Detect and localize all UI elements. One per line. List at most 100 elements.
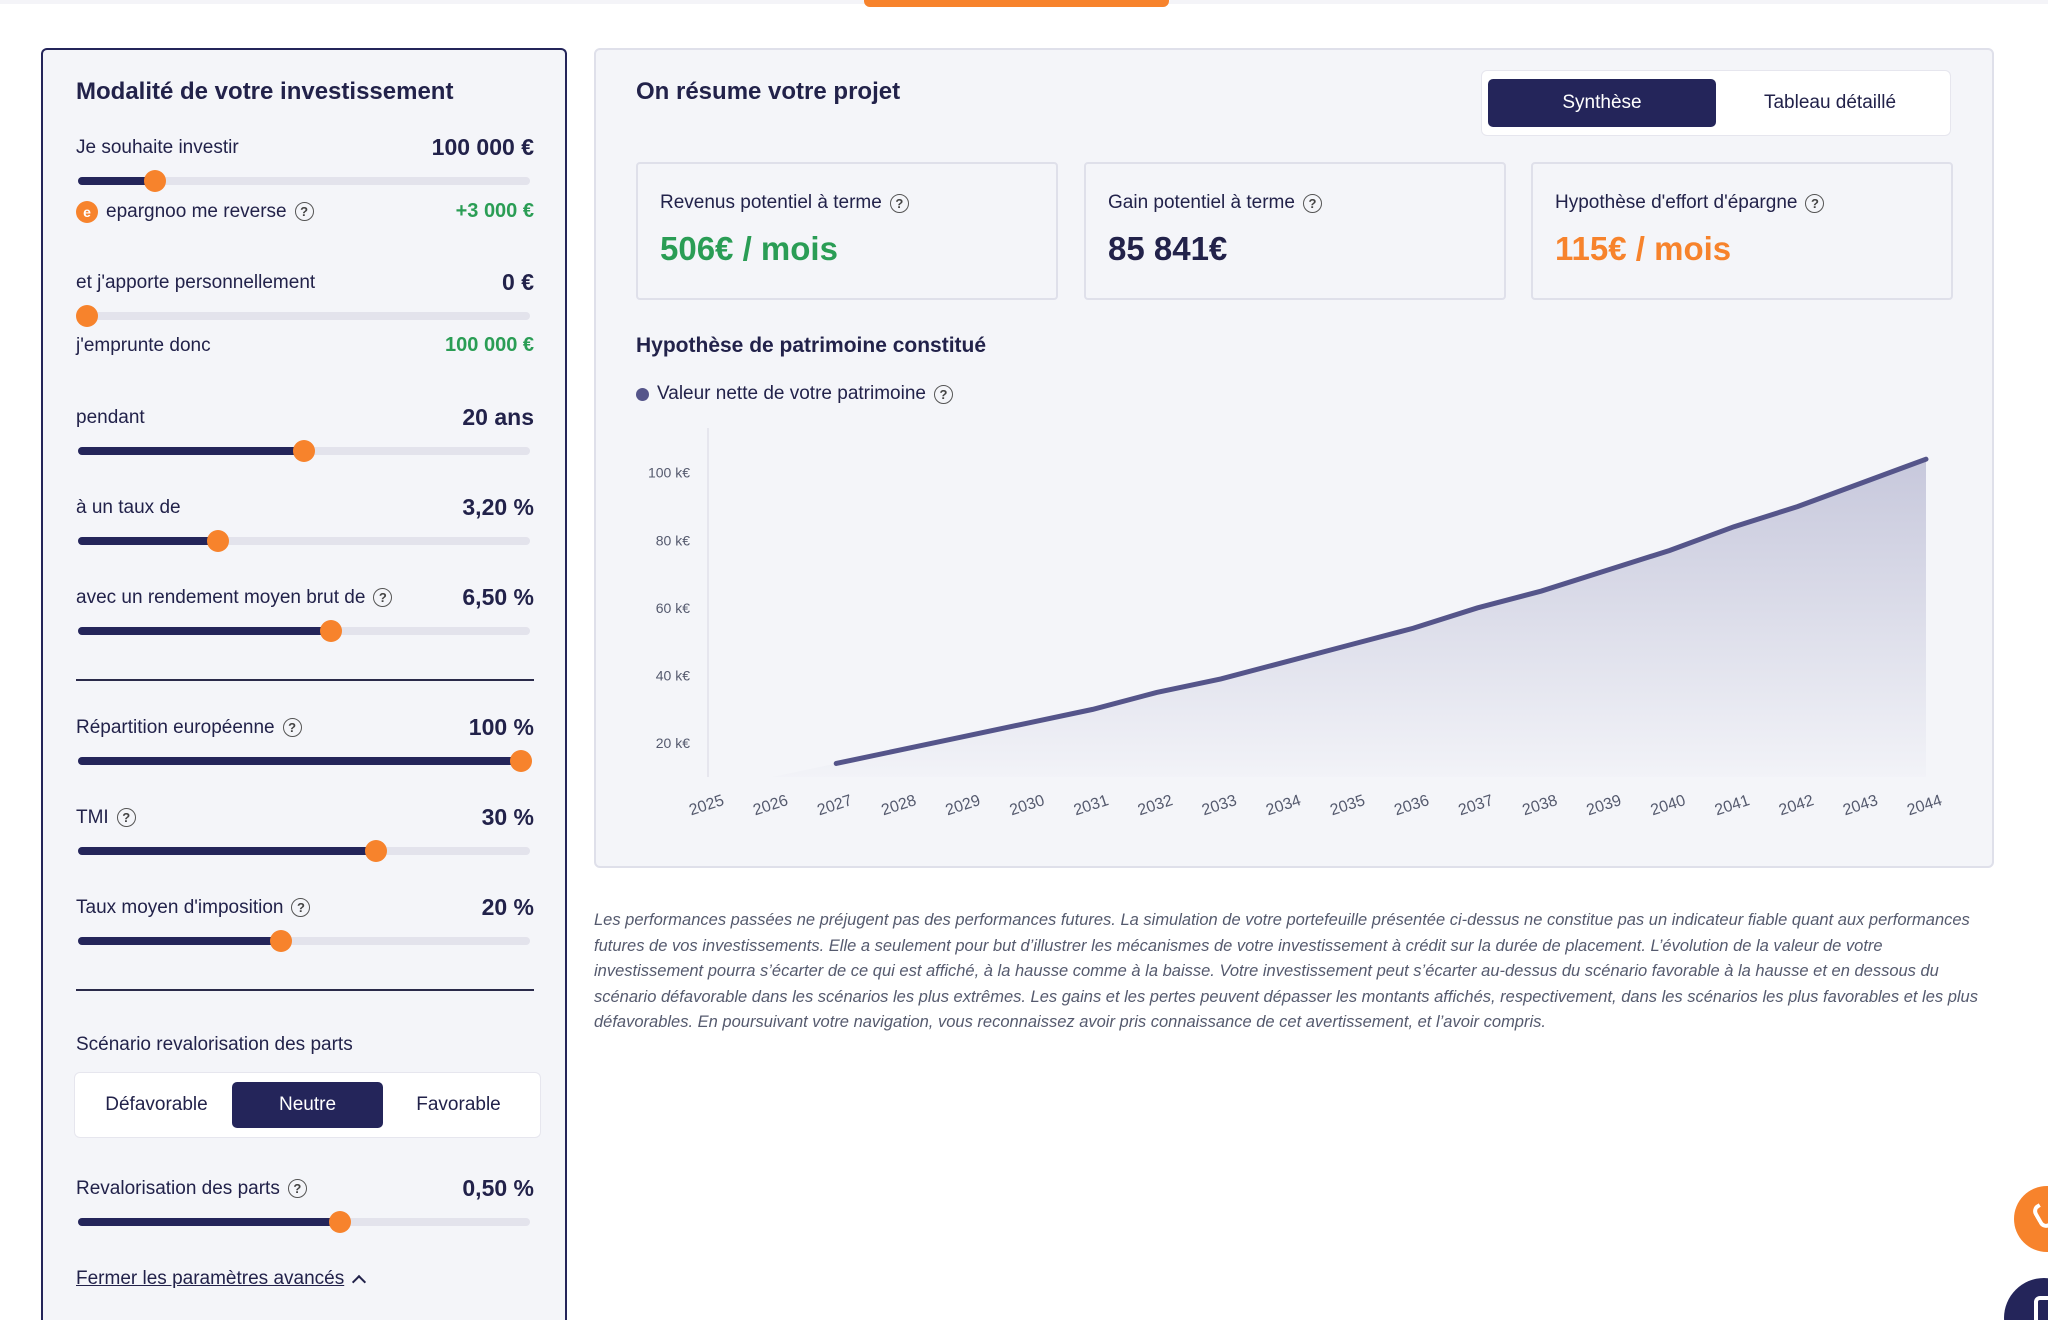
x-tick-label: 2026 — [751, 792, 790, 819]
kpi-revenus: Revenus potentiel à terme ? 506€ / mois — [636, 162, 1058, 300]
help-icon[interactable]: ? — [373, 588, 393, 607]
scenario-row: Scénario revalorisation des parts — [76, 1034, 534, 1056]
repartition-slider[interactable] — [78, 750, 532, 772]
revalo-slider[interactable] — [78, 1211, 530, 1233]
taux-label: à un taux de — [76, 496, 181, 518]
x-tick-label: 2033 — [1200, 792, 1239, 819]
x-tick-label: 2040 — [1649, 792, 1688, 819]
kpi-gain: Gain potentiel à terme ? 85 841€ — [1084, 162, 1506, 300]
x-tick-label: 2034 — [1264, 792, 1303, 819]
tab-tableau-detaille[interactable]: Tableau détaillé — [1763, 92, 1897, 113]
help-icon[interactable]: ? — [282, 718, 302, 737]
tmi-slider[interactable] — [78, 840, 530, 862]
duree-label: pendant — [76, 406, 145, 428]
slider-thumb[interactable] — [329, 1211, 352, 1233]
y-tick-label: 60 k€ — [656, 600, 690, 616]
scenario-option-neutre[interactable]: Neutre — [232, 1082, 383, 1128]
help-icon[interactable]: ? — [933, 384, 953, 404]
invest-row: Je souhaite investir 100 000 € — [76, 134, 534, 161]
slider-thumb[interactable] — [365, 840, 388, 862]
chat-button[interactable] — [2004, 1278, 2048, 1320]
view-toggle: Synthèse Tableau détaillé — [1481, 70, 1951, 136]
help-icon[interactable]: ? — [116, 808, 136, 827]
close-advanced-settings-link[interactable]: Fermer les paramètres avancés — [76, 1268, 367, 1290]
taux-slider[interactable] — [78, 530, 530, 552]
slider-fill — [78, 757, 521, 765]
revalo-row: Revalorisation des parts ? 0,50 % — [76, 1175, 534, 1202]
slider-thumb[interactable] — [76, 305, 99, 327]
slider-thumb[interactable] — [207, 530, 230, 552]
rendement-value: 6,50 % — [462, 584, 534, 610]
slider-thumb[interactable] — [293, 440, 315, 462]
legend-dot — [636, 387, 649, 401]
invest-value: 100 000 € — [431, 134, 534, 160]
y-tick-label: 80 k€ — [656, 532, 690, 548]
repartition-row: Répartition européenne ? 100 % — [76, 714, 534, 741]
tmi-row: TMI ? 30 % — [76, 804, 534, 831]
x-tick-label: 2028 — [879, 792, 918, 819]
imposition-value: 20 % — [481, 894, 534, 920]
x-tick-label: 2030 — [1008, 792, 1047, 819]
chart-legend: Valeur nette de votre patrimoine ? — [636, 383, 953, 405]
x-tick-label: 2041 — [1713, 792, 1752, 819]
slider-fill — [78, 847, 377, 855]
imposition-row: Taux moyen d'imposition ? 20 % — [76, 894, 534, 921]
apport-label: et j'apporte personnellement — [76, 271, 316, 293]
duree-slider[interactable] — [78, 440, 530, 462]
help-icon[interactable]: ? — [287, 1179, 307, 1198]
x-tick-label: 2036 — [1392, 792, 1431, 819]
kpi-label: Revenus potentiel à terme — [660, 192, 882, 213]
taux-row: à un taux de 3,20 % — [76, 494, 534, 521]
rendement-slider[interactable] — [78, 620, 530, 642]
help-icon[interactable]: ? — [889, 193, 909, 213]
help-icon[interactable]: ? — [1805, 193, 1825, 213]
kpi-value: 506€ / mois — [660, 230, 838, 267]
legend-label: Valeur nette de votre patrimoine — [657, 383, 926, 404]
x-tick-label: 2043 — [1841, 792, 1880, 819]
apport-value: 0 € — [502, 269, 534, 295]
rendement-row: avec un rendement moyen brut de ? 6,50 % — [76, 584, 534, 611]
slider-thumb[interactable] — [270, 930, 293, 952]
kpi-value: 115€ / mois — [1555, 230, 1732, 267]
chat-icon — [2034, 1296, 2048, 1320]
slider-fill — [78, 447, 304, 455]
revalo-label: Revalorisation des parts — [76, 1177, 280, 1199]
kpi-effort-epargne: Hypothèse d'effort d'épargne ? 115€ / mo… — [1531, 162, 1953, 300]
epargnoo-logo-icon: e — [76, 200, 98, 223]
tmi-value: 30 % — [481, 804, 534, 830]
x-tick-label: 2032 — [1136, 792, 1175, 819]
chevron-up-icon — [352, 1274, 367, 1290]
duree-value: 20 ans — [462, 404, 534, 430]
apport-slider[interactable] — [76, 305, 530, 327]
x-tick-label: 2038 — [1520, 792, 1559, 819]
slider-thumb[interactable] — [509, 750, 532, 772]
invest-slider[interactable] — [78, 170, 530, 192]
x-tick-label: 2031 — [1072, 792, 1111, 819]
scenario-option-favorable[interactable]: Favorable — [416, 1094, 501, 1115]
imposition-label: Taux moyen d'imposition — [76, 896, 284, 918]
slider-fill — [78, 627, 332, 635]
tmi-label: TMI — [76, 806, 109, 828]
slider-fill — [78, 937, 282, 945]
emprunt-label: j'emprunte donc — [76, 334, 211, 356]
slider-thumb[interactable] — [320, 620, 343, 642]
scenario-label: Scénario revalorisation des parts — [76, 1034, 353, 1055]
slider-thumb[interactable] — [143, 170, 166, 192]
invest-label: Je souhaite investir — [76, 136, 239, 158]
disclaimer-text: Les performances passées ne préjugent pa… — [594, 911, 1978, 1031]
slider-fill — [78, 177, 155, 185]
help-icon[interactable]: ? — [294, 202, 314, 221]
reverse-row: e epargnoo me reverse ? +3 000 € — [76, 200, 534, 223]
phone-icon — [2030, 1203, 2048, 1231]
section-divider — [76, 989, 534, 991]
help-icon[interactable]: ? — [1302, 193, 1322, 213]
scenario-option-defavorable[interactable]: Défavorable — [105, 1094, 208, 1115]
project-summary-panel: On résume votre projet Synthèse Tableau … — [594, 48, 1994, 868]
tab-synthese[interactable]: Synthèse — [1488, 79, 1716, 127]
help-icon[interactable]: ? — [291, 898, 311, 917]
repartition-label: Répartition européenne — [76, 716, 275, 738]
section-divider — [76, 679, 534, 681]
taux-value: 3,20 % — [462, 494, 534, 520]
call-button[interactable] — [2014, 1186, 2048, 1252]
imposition-slider[interactable] — [78, 930, 530, 952]
